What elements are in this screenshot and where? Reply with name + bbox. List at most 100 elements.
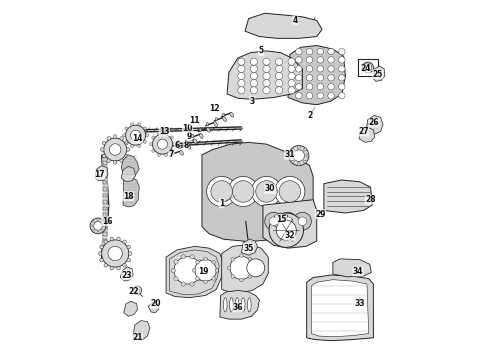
Circle shape [204, 257, 207, 261]
Circle shape [328, 57, 334, 63]
Circle shape [104, 240, 108, 243]
Circle shape [138, 123, 141, 126]
Ellipse shape [230, 298, 233, 312]
Circle shape [152, 149, 155, 152]
Circle shape [174, 276, 178, 281]
Circle shape [133, 286, 142, 295]
Circle shape [363, 62, 373, 73]
Text: 30: 30 [265, 184, 275, 193]
Polygon shape [220, 291, 259, 319]
Text: 36: 36 [233, 303, 243, 312]
Circle shape [97, 219, 99, 221]
Polygon shape [122, 155, 139, 176]
Circle shape [117, 237, 121, 240]
Circle shape [240, 278, 243, 282]
Circle shape [158, 132, 160, 135]
Bar [103, 207, 107, 210]
Circle shape [317, 66, 323, 72]
Circle shape [212, 261, 216, 264]
Circle shape [295, 48, 302, 55]
Polygon shape [120, 267, 133, 281]
Circle shape [270, 217, 278, 226]
Circle shape [131, 145, 133, 148]
Circle shape [131, 123, 133, 126]
Ellipse shape [207, 127, 210, 132]
Circle shape [171, 136, 173, 139]
Text: 24: 24 [360, 64, 370, 73]
Polygon shape [245, 13, 322, 39]
Circle shape [158, 154, 160, 157]
Circle shape [339, 84, 345, 90]
Bar [103, 194, 107, 197]
Circle shape [317, 84, 323, 90]
Circle shape [339, 93, 345, 99]
Text: 27: 27 [358, 127, 368, 136]
Circle shape [195, 260, 216, 281]
Circle shape [127, 258, 130, 262]
Circle shape [339, 57, 345, 63]
Circle shape [263, 72, 270, 80]
Circle shape [196, 277, 199, 280]
Text: 25: 25 [372, 70, 383, 79]
Text: 9: 9 [187, 132, 192, 141]
Circle shape [275, 80, 283, 87]
Circle shape [197, 276, 201, 281]
Text: 16: 16 [102, 217, 112, 226]
Text: 12: 12 [209, 104, 220, 113]
Text: 1: 1 [219, 199, 224, 208]
Text: 13: 13 [159, 127, 170, 136]
Text: 26: 26 [369, 118, 379, 127]
Text: 11: 11 [190, 116, 200, 125]
Bar [103, 181, 107, 184]
Ellipse shape [172, 151, 174, 154]
Ellipse shape [222, 113, 224, 116]
Circle shape [131, 130, 141, 140]
Ellipse shape [199, 128, 201, 131]
Circle shape [135, 288, 140, 293]
Bar [103, 220, 107, 223]
Bar [103, 168, 107, 171]
Circle shape [306, 93, 313, 99]
Circle shape [103, 225, 105, 227]
Polygon shape [242, 239, 258, 255]
Circle shape [126, 148, 130, 151]
Circle shape [108, 246, 122, 261]
Text: 17: 17 [95, 170, 105, 179]
Circle shape [146, 134, 148, 136]
Ellipse shape [247, 298, 251, 312]
Ellipse shape [242, 298, 245, 312]
Ellipse shape [214, 122, 218, 126]
Circle shape [192, 269, 196, 272]
Polygon shape [288, 45, 345, 105]
Circle shape [291, 160, 294, 163]
Text: 35: 35 [244, 244, 254, 253]
Circle shape [250, 87, 258, 94]
Circle shape [98, 252, 102, 255]
Circle shape [110, 266, 114, 270]
Circle shape [298, 217, 307, 226]
Circle shape [100, 245, 103, 249]
Circle shape [128, 252, 132, 255]
Circle shape [174, 257, 201, 284]
Polygon shape [366, 116, 383, 134]
Circle shape [231, 257, 235, 261]
Circle shape [328, 93, 334, 99]
Circle shape [250, 58, 258, 65]
Ellipse shape [223, 117, 226, 121]
Circle shape [293, 150, 304, 161]
Text: 5: 5 [259, 46, 264, 55]
Circle shape [97, 231, 99, 233]
Polygon shape [148, 302, 159, 313]
Ellipse shape [192, 134, 194, 138]
Text: 22: 22 [128, 287, 139, 296]
Bar [103, 213, 107, 217]
Circle shape [190, 282, 194, 286]
Ellipse shape [230, 112, 234, 117]
Circle shape [303, 160, 306, 163]
Bar [103, 155, 107, 158]
Circle shape [306, 57, 313, 63]
Circle shape [107, 159, 111, 162]
Circle shape [92, 220, 95, 222]
Circle shape [317, 75, 323, 81]
Circle shape [284, 217, 293, 226]
